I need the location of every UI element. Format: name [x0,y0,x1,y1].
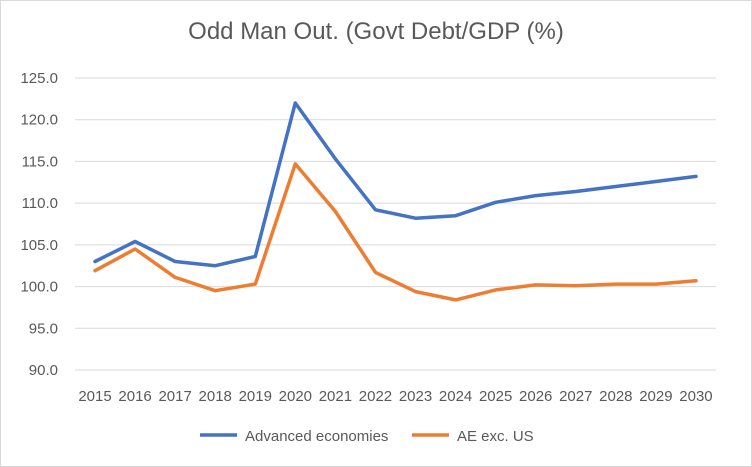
x-axis-ticks: 2015 2016 2017 2018 2019 2020 2021 2022 2023 2024… [78,388,712,405]
y-tick-label: 90.0 [29,362,58,379]
x-tick-label: 2023 [399,388,432,405]
x-tick-label: 2026 [519,388,552,405]
y-tick-label: 120.0 [20,112,58,129]
x-tick-label: 2024 [439,388,472,405]
x-tick-label: 2028 [599,388,632,405]
x-tick-label: 2029 [639,388,672,405]
gridlines [75,77,716,329]
y-axis-ticks: 90.0 95.0 100.0 105.0 110.0 115.0 120.0 125.0 [20,70,58,379]
x-tick-label: 2022 [359,388,392,405]
x-tick-label: 2020 [279,388,312,405]
series-line-2 [93,162,698,302]
y-tick-label: 100.0 [20,279,58,296]
x-tick-label: 2015 [78,388,111,405]
legend-label-1: Advanced economies [245,428,388,445]
x-tick-label: 2030 [679,388,712,405]
x-tick-label: 2018 [199,388,232,405]
y-tick-label: 105.0 [20,237,58,254]
x-tick-label: 2025 [479,388,512,405]
y-tick-label: 95.0 [29,320,58,337]
y-tick-label: 110.0 [22,195,58,212]
x-tick-label: 2017 [158,388,191,405]
x-tick-label: 2019 [239,388,272,405]
x-tick-label: 2016 [118,388,151,405]
x-tick-label: 2027 [559,388,592,405]
legend: Advanced economies AE exc. US [200,428,534,445]
series-line-1 [93,101,698,268]
x-tick-label: 2021 [319,388,352,405]
series-lines [93,101,698,302]
chart-title: Odd Man Out. (Govt Debt/GDP (%) [188,18,564,45]
y-tick-label: 115.0 [22,153,58,170]
y-tick-label: 125.0 [20,70,58,87]
legend-label-2: AE exc. US [457,428,534,445]
